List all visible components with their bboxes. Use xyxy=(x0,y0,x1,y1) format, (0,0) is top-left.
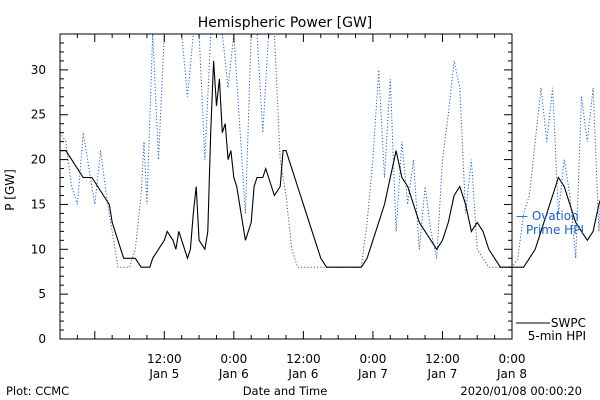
x-tick-date-label: Jan 7 xyxy=(426,367,457,381)
plot-frame xyxy=(59,33,513,340)
y-tick-label: 5 xyxy=(38,287,46,301)
legend-ovation-line2: Prime HPI xyxy=(526,223,584,237)
footer-timestamp: 2020/01/08 00:00:20 xyxy=(460,384,582,398)
legend-swpc-line2: 5-min HPI xyxy=(528,329,586,343)
x-tick-time-label: 0:00 xyxy=(359,352,386,366)
y-axis-label: P [GW] xyxy=(3,169,17,211)
x-tick-time-label: 12:00 xyxy=(147,352,182,366)
legend-ovation-line1: — Ovation xyxy=(516,209,579,223)
footer-plot-credit: Plot: CCMC xyxy=(6,384,69,398)
y-tick-label: 10 xyxy=(31,242,46,256)
x-tick-time-label: 12:00 xyxy=(286,352,321,366)
series-line-swpc-5-min-hpi xyxy=(60,60,600,268)
y-axis: 0 5 10 15 20 25 30 xyxy=(31,33,512,346)
x-tick-time-label: 0:00 xyxy=(499,352,526,366)
x-tick-time-label: 0:00 xyxy=(220,352,247,366)
y-tick-label: 15 xyxy=(31,197,46,211)
x-tick-date-label: Jan 8 xyxy=(496,367,527,381)
y-tick-label: 25 xyxy=(31,108,46,122)
y-tick-label: 30 xyxy=(31,63,46,77)
y-tick-label: 20 xyxy=(31,153,46,167)
series-layer xyxy=(59,33,600,268)
x-tick-date-label: Jan 6 xyxy=(287,367,318,381)
legend-swpc-line1: SWPC xyxy=(551,316,586,330)
x-tick-date-label: Jan 6 xyxy=(218,367,249,381)
x-tick-time-label: 12:00 xyxy=(425,352,460,366)
x-axis-label: Date and Time xyxy=(243,384,328,398)
x-tick-date-label: Jan 7 xyxy=(357,367,388,381)
y-tick-label: 0 xyxy=(38,332,46,346)
chart-title: Hemispheric Power [GW] xyxy=(198,15,373,31)
series-line-ovation-prime-hpi xyxy=(59,33,600,268)
x-tick-date-label: Jan 5 xyxy=(148,367,179,381)
